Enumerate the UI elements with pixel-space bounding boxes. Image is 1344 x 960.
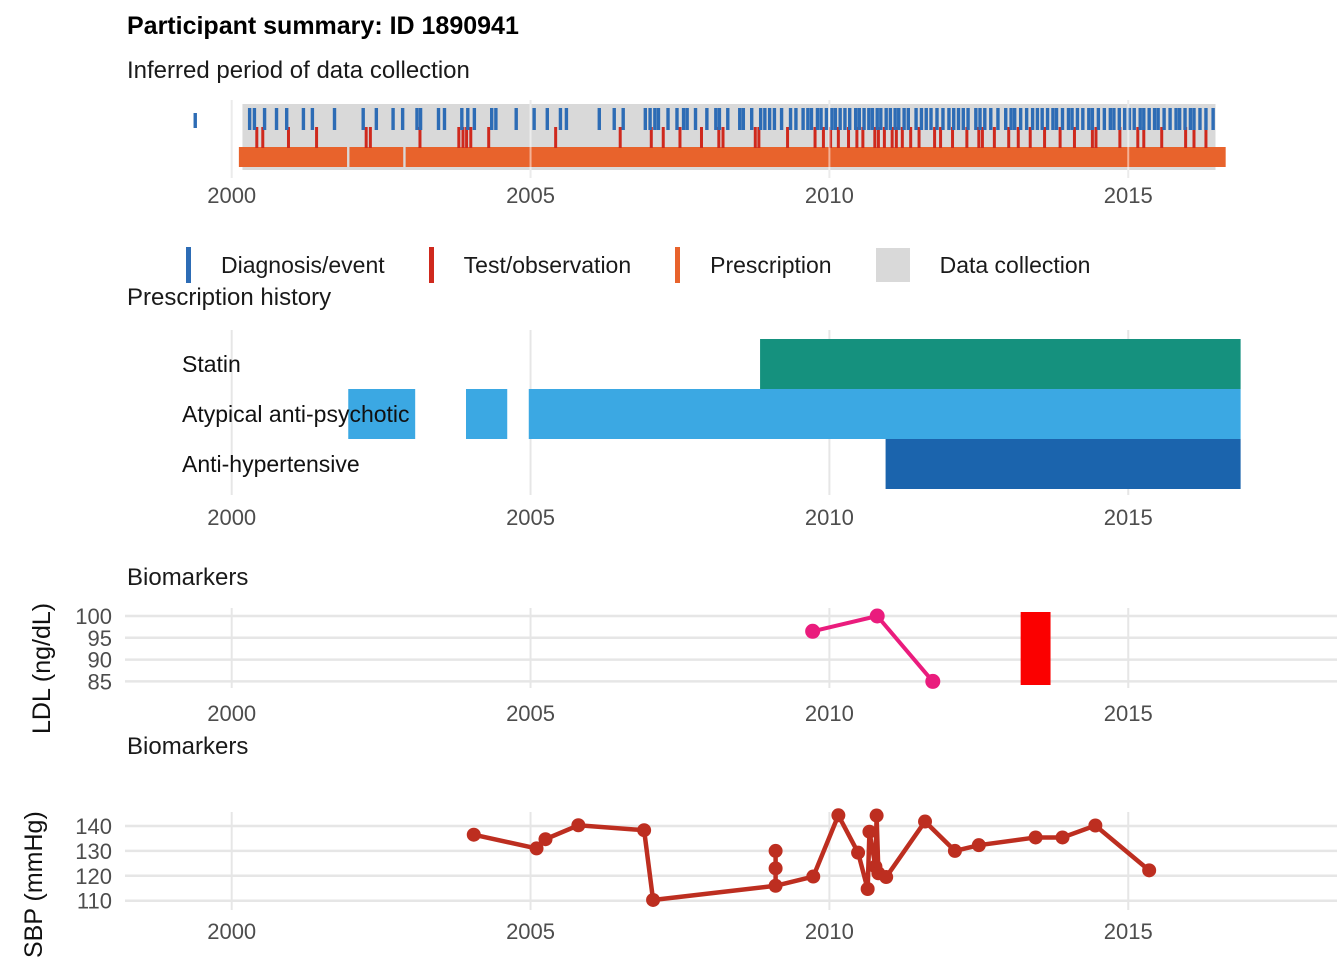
svg-text:2015: 2015 — [1104, 701, 1153, 726]
data-collection-timeline-panel: 2000 2005 2010 2015 — [193, 100, 1226, 208]
svg-text:90: 90 — [88, 648, 112, 673]
svg-text:2005: 2005 — [506, 919, 555, 944]
isolated-diagnosis-tick — [193, 113, 197, 128]
x-axis-labels: 2000 2005 2010 2015 — [207, 183, 1153, 208]
svg-text:2005: 2005 — [506, 183, 555, 208]
prescription-row-bars — [348, 389, 1241, 439]
page-title: Participant summary: ID 1890941 — [127, 12, 519, 40]
svg-text:2010: 2010 — [805, 919, 854, 944]
collection-swatch-icon — [875, 248, 910, 282]
svg-text:2000: 2000 — [207, 701, 256, 726]
test-tick-icon — [428, 247, 434, 283]
y-gridlines — [125, 614, 1337, 683]
prescription-history-panel: Statin Atypical anti-psychotic Anti-hypert… — [182, 330, 1241, 530]
svg-text:95: 95 — [88, 626, 112, 651]
svg-text:Statin: Statin — [182, 351, 241, 377]
ldl-biomarkers-heading: Biomarkers — [127, 564, 249, 591]
data-points — [466, 808, 1157, 907]
series-line — [812, 613, 935, 683]
svg-text:Anti-hypertensive: Anti-hypertensive — [182, 451, 360, 477]
legend-item-diagnosis: Diagnosis/event — [186, 247, 385, 283]
svg-text:130: 130 — [75, 839, 112, 864]
prescription-row-bars — [760, 339, 1241, 389]
x-axis-labels: 2000 2005 2010 2015 — [207, 505, 1153, 530]
annotation-rect — [1020, 612, 1051, 685]
svg-text:2010: 2010 — [805, 701, 854, 726]
y-gridlines — [125, 824, 1337, 902]
prescription-history-heading: Prescription history — [127, 284, 332, 311]
svg-text:100: 100 — [75, 604, 112, 629]
legend-label: Diagnosis/event — [221, 251, 385, 278]
test-observation-ticks — [255, 127, 1208, 148]
timeline-legend: Diagnosis/event Test/observation Prescri… — [186, 247, 1090, 283]
svg-text:2015: 2015 — [1104, 505, 1153, 530]
prescription-tick-icon — [675, 247, 681, 283]
x-gridlines — [230, 608, 1130, 688]
prescription-band — [238, 147, 1226, 167]
svg-text:85: 85 — [88, 669, 112, 694]
svg-text:2010: 2010 — [805, 183, 854, 208]
legend-item-prescription: Prescription — [675, 247, 832, 283]
svg-text:110: 110 — [77, 889, 112, 914]
sbp-biomarkers-heading: Biomarkers — [127, 733, 249, 760]
x-gridlines — [230, 812, 1130, 910]
prescription-row-bars — [885, 439, 1241, 489]
diagnosis-event-ticks — [193, 108, 1215, 130]
svg-text:2000: 2000 — [207, 505, 256, 530]
svg-text:2010: 2010 — [805, 505, 854, 530]
diagnosis-tick-icon — [186, 247, 191, 283]
prescription-row-labels: Statin Atypical anti-psychotic Anti-hypert… — [182, 351, 410, 477]
svg-text:2005: 2005 — [506, 505, 555, 530]
svg-text:2000: 2000 — [207, 919, 256, 944]
legend-label: Data collection — [939, 251, 1091, 278]
svg-text:140: 140 — [75, 814, 112, 839]
legend-label: Test/observation — [463, 251, 632, 278]
data-points — [805, 608, 941, 689]
gridline-overlays — [529, 104, 1130, 170]
x-axis-labels: 2000 2005 2010 2015 — [207, 701, 1153, 726]
legend-item-collection: Data collection — [875, 248, 1091, 282]
timeline-subtitle: Inferred period of data collection — [127, 57, 470, 84]
svg-text:2000: 2000 — [207, 183, 256, 208]
svg-text:2005: 2005 — [506, 701, 555, 726]
legend-label: Prescription — [710, 251, 832, 278]
x-axis-labels: 2000 2005 2010 2015 — [207, 919, 1153, 944]
legend-item-test: Test/observation — [428, 247, 632, 283]
svg-text:Atypical anti-psychotic: Atypical anti-psychotic — [182, 401, 410, 427]
svg-text:2015: 2015 — [1104, 183, 1153, 208]
svg-text:120: 120 — [75, 864, 112, 889]
svg-text:2015: 2015 — [1104, 919, 1153, 944]
